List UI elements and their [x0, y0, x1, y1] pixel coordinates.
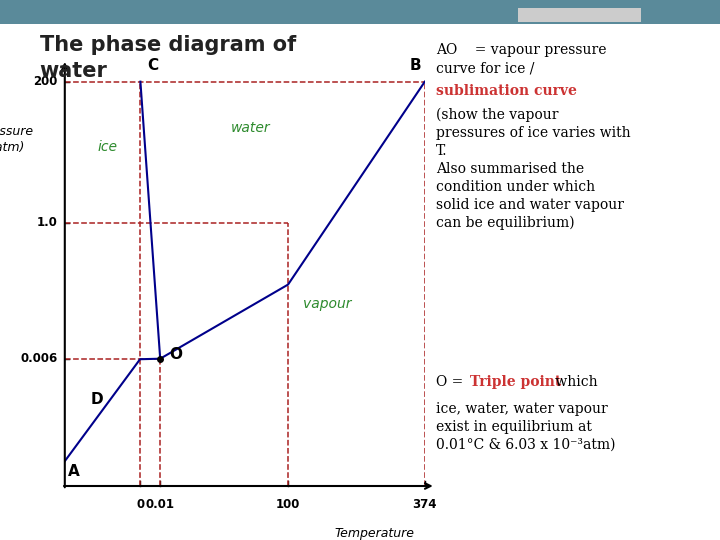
Text: O =: O =	[436, 375, 476, 389]
Text: 200: 200	[33, 75, 58, 88]
Text: C: C	[148, 58, 158, 73]
Text: 374: 374	[413, 498, 437, 511]
Text: (show the vapour
pressures of ice varies with
T.
Also summarised the
condition u: (show the vapour pressures of ice varies…	[436, 108, 630, 230]
Text: Temperature: Temperature	[334, 527, 415, 540]
Text: AO    = vapour pressure
curve for ice /: AO = vapour pressure curve for ice /	[436, 43, 606, 75]
Text: 0.01: 0.01	[145, 498, 175, 511]
Text: Pressure
(atm): Pressure (atm)	[0, 125, 35, 154]
Text: O: O	[169, 347, 182, 362]
Text: sublimation curve: sublimation curve	[436, 84, 577, 98]
Text: 0.006: 0.006	[20, 352, 58, 365]
Text: 0: 0	[136, 498, 145, 511]
Text: vapour: vapour	[303, 297, 351, 311]
Text: The phase diagram of
water: The phase diagram of water	[40, 35, 296, 80]
Text: which: which	[551, 375, 598, 389]
Text: water: water	[230, 121, 270, 135]
Text: ice, water, water vapour
exist in equilibrium at
0.01°C & 6.03 x 10⁻³atm): ice, water, water vapour exist in equili…	[436, 402, 615, 452]
Text: 1.0: 1.0	[37, 216, 58, 229]
Text: A: A	[68, 464, 80, 479]
Text: 100: 100	[276, 498, 300, 511]
Text: B: B	[410, 58, 421, 73]
Text: Triple point: Triple point	[470, 375, 562, 389]
Text: ice: ice	[97, 139, 117, 153]
Text: D: D	[90, 392, 103, 407]
